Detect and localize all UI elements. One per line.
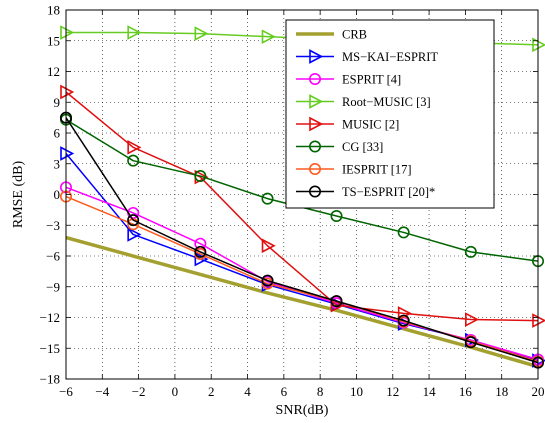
y-tick-label: −12: [40, 310, 60, 325]
x-tick-label: −2: [132, 384, 146, 399]
series-line: [65, 186, 539, 361]
triangle-marker: [127, 227, 142, 242]
triangle-marker: [261, 238, 276, 254]
x-tick-label: 6: [281, 384, 288, 399]
y-tick-label: −3: [46, 218, 60, 233]
triangle-marker: [532, 37, 545, 53]
circle-marker: [308, 185, 321, 198]
x-tick-label: 2: [208, 384, 215, 399]
circle-marker: [464, 336, 477, 349]
series-crb: [65, 235, 539, 369]
x-tick-label: 10: [350, 384, 363, 399]
x-tick-label: 0: [172, 384, 179, 399]
circle-marker: [127, 214, 140, 227]
x-tick-label: 16: [459, 384, 473, 399]
y-tick-label: −15: [40, 341, 60, 356]
triangle-marker: [261, 29, 276, 44]
x-tick-label: 12: [386, 384, 399, 399]
legend-label: CRB: [342, 28, 367, 42]
x-tick-label: 20: [532, 384, 545, 399]
y-tick-label: 6: [54, 126, 61, 141]
y-tick-label: 18: [47, 3, 60, 18]
x-tick-label: −4: [95, 384, 109, 399]
series-line: [65, 117, 539, 364]
x-tick-label: 18: [495, 384, 508, 399]
legend-label: MUSIC [2]: [342, 118, 399, 132]
axis-ticks: [65, 9, 539, 380]
legend-label: Root−MUSIC [3]: [342, 95, 431, 109]
legend-entry: MS−KAI−ESPRIT: [296, 49, 438, 64]
legend-entry: MUSIC [2]: [296, 116, 399, 132]
circle-marker: [308, 163, 321, 176]
x-axis-label: SNR(dB): [276, 403, 329, 418]
circle-marker: [194, 245, 207, 258]
triangle-marker: [127, 25, 142, 40]
series-line: [65, 235, 539, 369]
y-tick-label: 9: [54, 95, 61, 110]
circle-marker: [261, 274, 274, 287]
legend-entry: IESPRIT [17]: [296, 163, 412, 177]
legend-box: [285, 19, 495, 209]
legend-label: MS−KAI−ESPRIT: [342, 50, 438, 64]
legend-label: ESPRIT [4]: [342, 73, 401, 87]
y-tick-label: 15: [47, 33, 60, 48]
triangle-marker: [194, 251, 209, 267]
triangle-marker: [60, 146, 75, 161]
y-tick-label: −9: [46, 279, 60, 294]
triangle-marker: [309, 49, 324, 64]
circle-marker: [330, 210, 343, 223]
legend-entry: TS−ESPRIT [20]*: [296, 185, 435, 199]
y-tick-label: −6: [46, 249, 60, 264]
legend: CRB MS−KAI−ESPRIT ESPRIT [4] Root−MUSIC [3]…: [285, 19, 495, 209]
x-tick-label: 4: [244, 384, 251, 399]
legend-entry: CRB: [296, 28, 367, 42]
y-axis-label: RMSE (dB): [11, 161, 26, 229]
legend-label: CG [33]: [342, 140, 383, 154]
legend-entry: ESPRIT [4]: [296, 73, 401, 87]
circle-marker: [397, 226, 410, 239]
triangle-marker: [194, 26, 209, 41]
triangle-marker: [60, 84, 75, 100]
tick-labels: −6 −4 −2 0 2 4 6 8 10 12 14 16 18 20 −18 −15 −12 −9 −6 −3 0 3…: [40, 3, 545, 400]
legend-entry: Root−MUSIC [3]: [296, 94, 431, 109]
triangle-marker: [309, 116, 324, 132]
triangle-marker: [465, 312, 480, 327]
circle-marker: [464, 245, 477, 258]
triangle-marker: [309, 94, 324, 109]
circle-marker: [308, 73, 321, 86]
legend-entry: CG [33]: [296, 140, 383, 154]
circle-marker: [330, 295, 343, 308]
x-tick-label: 8: [317, 384, 324, 399]
y-tick-label: 0: [54, 187, 61, 202]
y-tick-label: 3: [54, 156, 61, 171]
circle-marker: [261, 277, 274, 290]
circle-marker: [308, 140, 321, 153]
triangle-marker: [330, 297, 345, 313]
circle-marker: [194, 170, 207, 183]
legend-label: TS−ESPRIT [20]*: [342, 185, 435, 199]
circle-marker: [261, 192, 274, 205]
y-tick-label: 12: [47, 64, 60, 79]
triangle-marker: [532, 313, 545, 328]
circle-marker: [127, 154, 140, 167]
circle-marker: [397, 314, 410, 327]
x-tick-label: −6: [59, 384, 73, 399]
x-tick-label: 14: [423, 384, 437, 399]
y-tick-label: −18: [40, 372, 60, 387]
triangle-marker: [60, 25, 75, 40]
triangle-marker: [127, 140, 142, 155]
legend-label: IESPRIT [17]: [342, 163, 412, 177]
series-line: [65, 91, 539, 322]
